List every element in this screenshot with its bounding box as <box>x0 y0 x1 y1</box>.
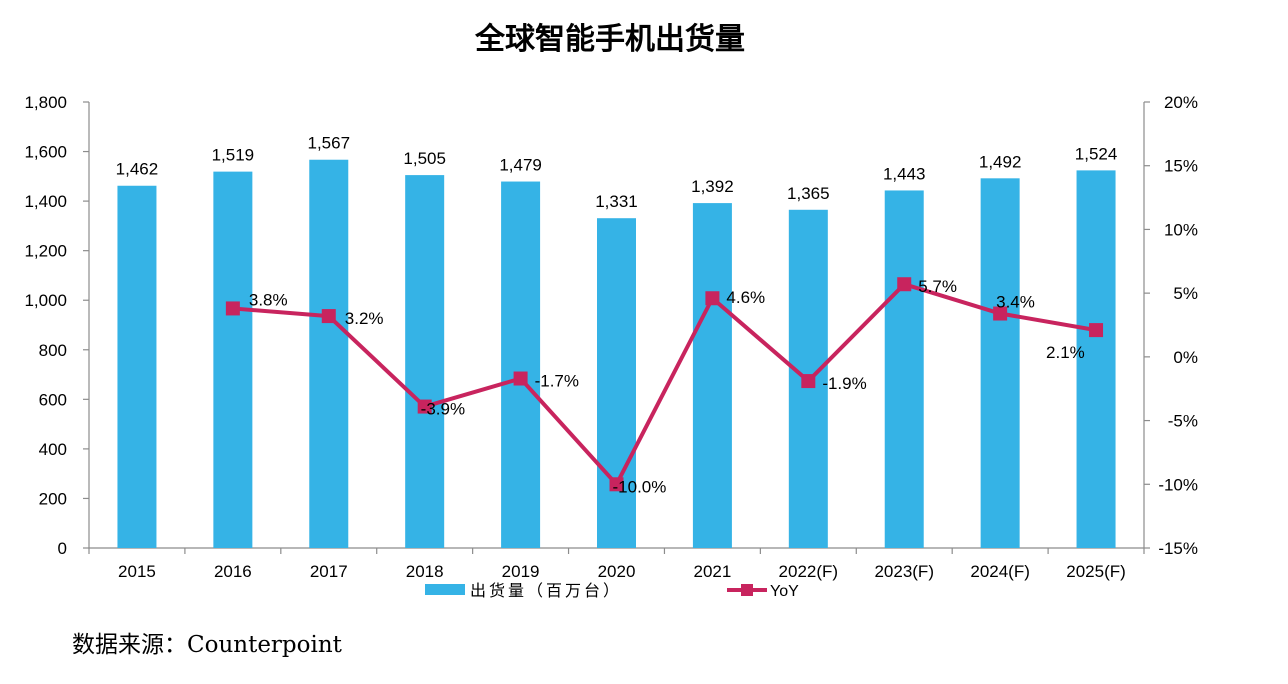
x-axis-tick-label: 2018 <box>406 562 444 581</box>
x-axis-tick-label: 2016 <box>214 562 252 581</box>
yoy-point <box>993 306 1008 321</box>
left-axis-tick-label: 1,000 <box>24 291 67 310</box>
bar-data-labels: 1,462 1,519 1,567 1,505 1,479 1,331 1,392 1,365… <box>116 134 1118 211</box>
chart-legend: 出货量（百万台） YoY <box>425 582 799 600</box>
right-axis-tick-label: -5% <box>1168 412 1198 431</box>
yoy-point <box>417 399 432 414</box>
yoy-point <box>225 301 240 316</box>
x-axis-tick-label: 2019 <box>502 562 540 581</box>
left-axis-tick-label: 1,200 <box>24 242 67 261</box>
legend-label-bar: 出货量（百万台） <box>470 582 622 600</box>
left-axis-tick-label: 600 <box>39 390 67 409</box>
chart-title: 全球智能手机出货量 <box>475 22 745 57</box>
left-axis-tick-label: 800 <box>39 341 67 360</box>
bar <box>405 175 445 548</box>
yoy-point <box>609 477 624 492</box>
bar <box>980 178 1020 548</box>
bar <box>117 185 157 548</box>
bar <box>309 159 349 548</box>
yoy-point <box>801 374 816 389</box>
legend-label-line: YoY <box>770 583 799 600</box>
right-axis-tick-label: 15% <box>1164 157 1198 176</box>
source-note: 数据来源：Counterpoint <box>72 632 342 658</box>
yoy-data-label: 5.7% <box>918 277 957 296</box>
bar <box>213 171 253 548</box>
yoy-data-labels: 3.8% 3.2% -3.9% -1.7% -10.0% 4.6% -1.9% 5.7% 3.4… <box>249 277 1085 496</box>
right-axis-tick-label: 5% <box>1173 284 1198 303</box>
bar-data-label: 1,524 <box>1075 144 1118 163</box>
legend-swatch-bar <box>425 584 465 595</box>
left-axis-tick-label: 1,800 <box>24 93 67 112</box>
bar-data-label: 1,365 <box>787 184 830 203</box>
yoy-data-label: -3.9% <box>421 400 465 419</box>
bar-data-label: 1,443 <box>883 164 926 183</box>
x-axis-tick-label: 2021 <box>693 562 731 581</box>
bar <box>692 203 732 549</box>
yoy-data-label: -1.9% <box>822 374 866 393</box>
x-axis-tick-label: 2015 <box>118 562 156 581</box>
right-axis-tick-label: -10% <box>1158 475 1198 494</box>
bar-data-label: 1,479 <box>499 156 542 175</box>
left-axis-tick-label: 200 <box>39 489 67 508</box>
left-axis-tick-label: 0 <box>58 539 67 558</box>
bar-data-label: 1,331 <box>595 192 638 211</box>
yoy-data-label: 3.4% <box>996 293 1035 312</box>
left-axis-tick-label: 1,600 <box>24 143 67 162</box>
x-axis-tick-label: 2023(F) <box>874 562 934 581</box>
bar <box>1076 170 1116 549</box>
yoy-point <box>513 371 528 386</box>
bar-data-label: 1,462 <box>116 160 159 179</box>
bar-data-label: 1,392 <box>691 177 734 196</box>
yoy-data-label: -10.0% <box>613 477 667 496</box>
yoy-data-label: 4.6% <box>726 288 765 307</box>
bar-data-label: 1,492 <box>979 152 1022 171</box>
x-axis-tick-label: 2024(F) <box>970 562 1030 581</box>
yoy-data-label: 3.2% <box>345 309 384 328</box>
yoy-data-label: 2.1% <box>1046 343 1085 362</box>
yoy-data-label: 3.8% <box>249 290 288 309</box>
yoy-point <box>897 277 912 292</box>
right-axis-tick-label: 0% <box>1173 348 1198 367</box>
bar <box>884 190 924 548</box>
x-axis-tick-label: 2025(F) <box>1066 562 1126 581</box>
yoy-line-series <box>225 277 1104 492</box>
right-axis-tick-label: 20% <box>1164 93 1198 112</box>
yoy-point <box>321 309 336 324</box>
left-axis-tick-label: 1,400 <box>24 192 67 211</box>
right-axis-tick-label: 10% <box>1164 220 1198 239</box>
yoy-line <box>232 282 1097 487</box>
yoy-data-label: -1.7% <box>535 372 579 391</box>
legend-swatch-marker <box>741 584 753 596</box>
bar <box>597 218 636 549</box>
chart-axes: 0 200 400 600 800 1,000 1,200 1,400 1,600 1,800 -1… <box>24 93 1198 581</box>
bar-data-label: 1,567 <box>307 134 350 153</box>
left-axis-tick-label: 400 <box>39 440 67 459</box>
bar-data-label: 1,505 <box>403 149 446 168</box>
bar-series <box>117 159 1116 549</box>
yoy-point <box>705 291 720 306</box>
bar-data-label: 1,519 <box>212 146 255 165</box>
x-axis-tick-label: 2017 <box>310 562 348 581</box>
yoy-point <box>1089 323 1104 338</box>
x-axis-tick-label: 2020 <box>598 562 636 581</box>
bar <box>501 181 541 548</box>
x-axis-tick-label: 2022(F) <box>779 562 839 581</box>
right-axis-tick-label: -15% <box>1158 539 1198 558</box>
